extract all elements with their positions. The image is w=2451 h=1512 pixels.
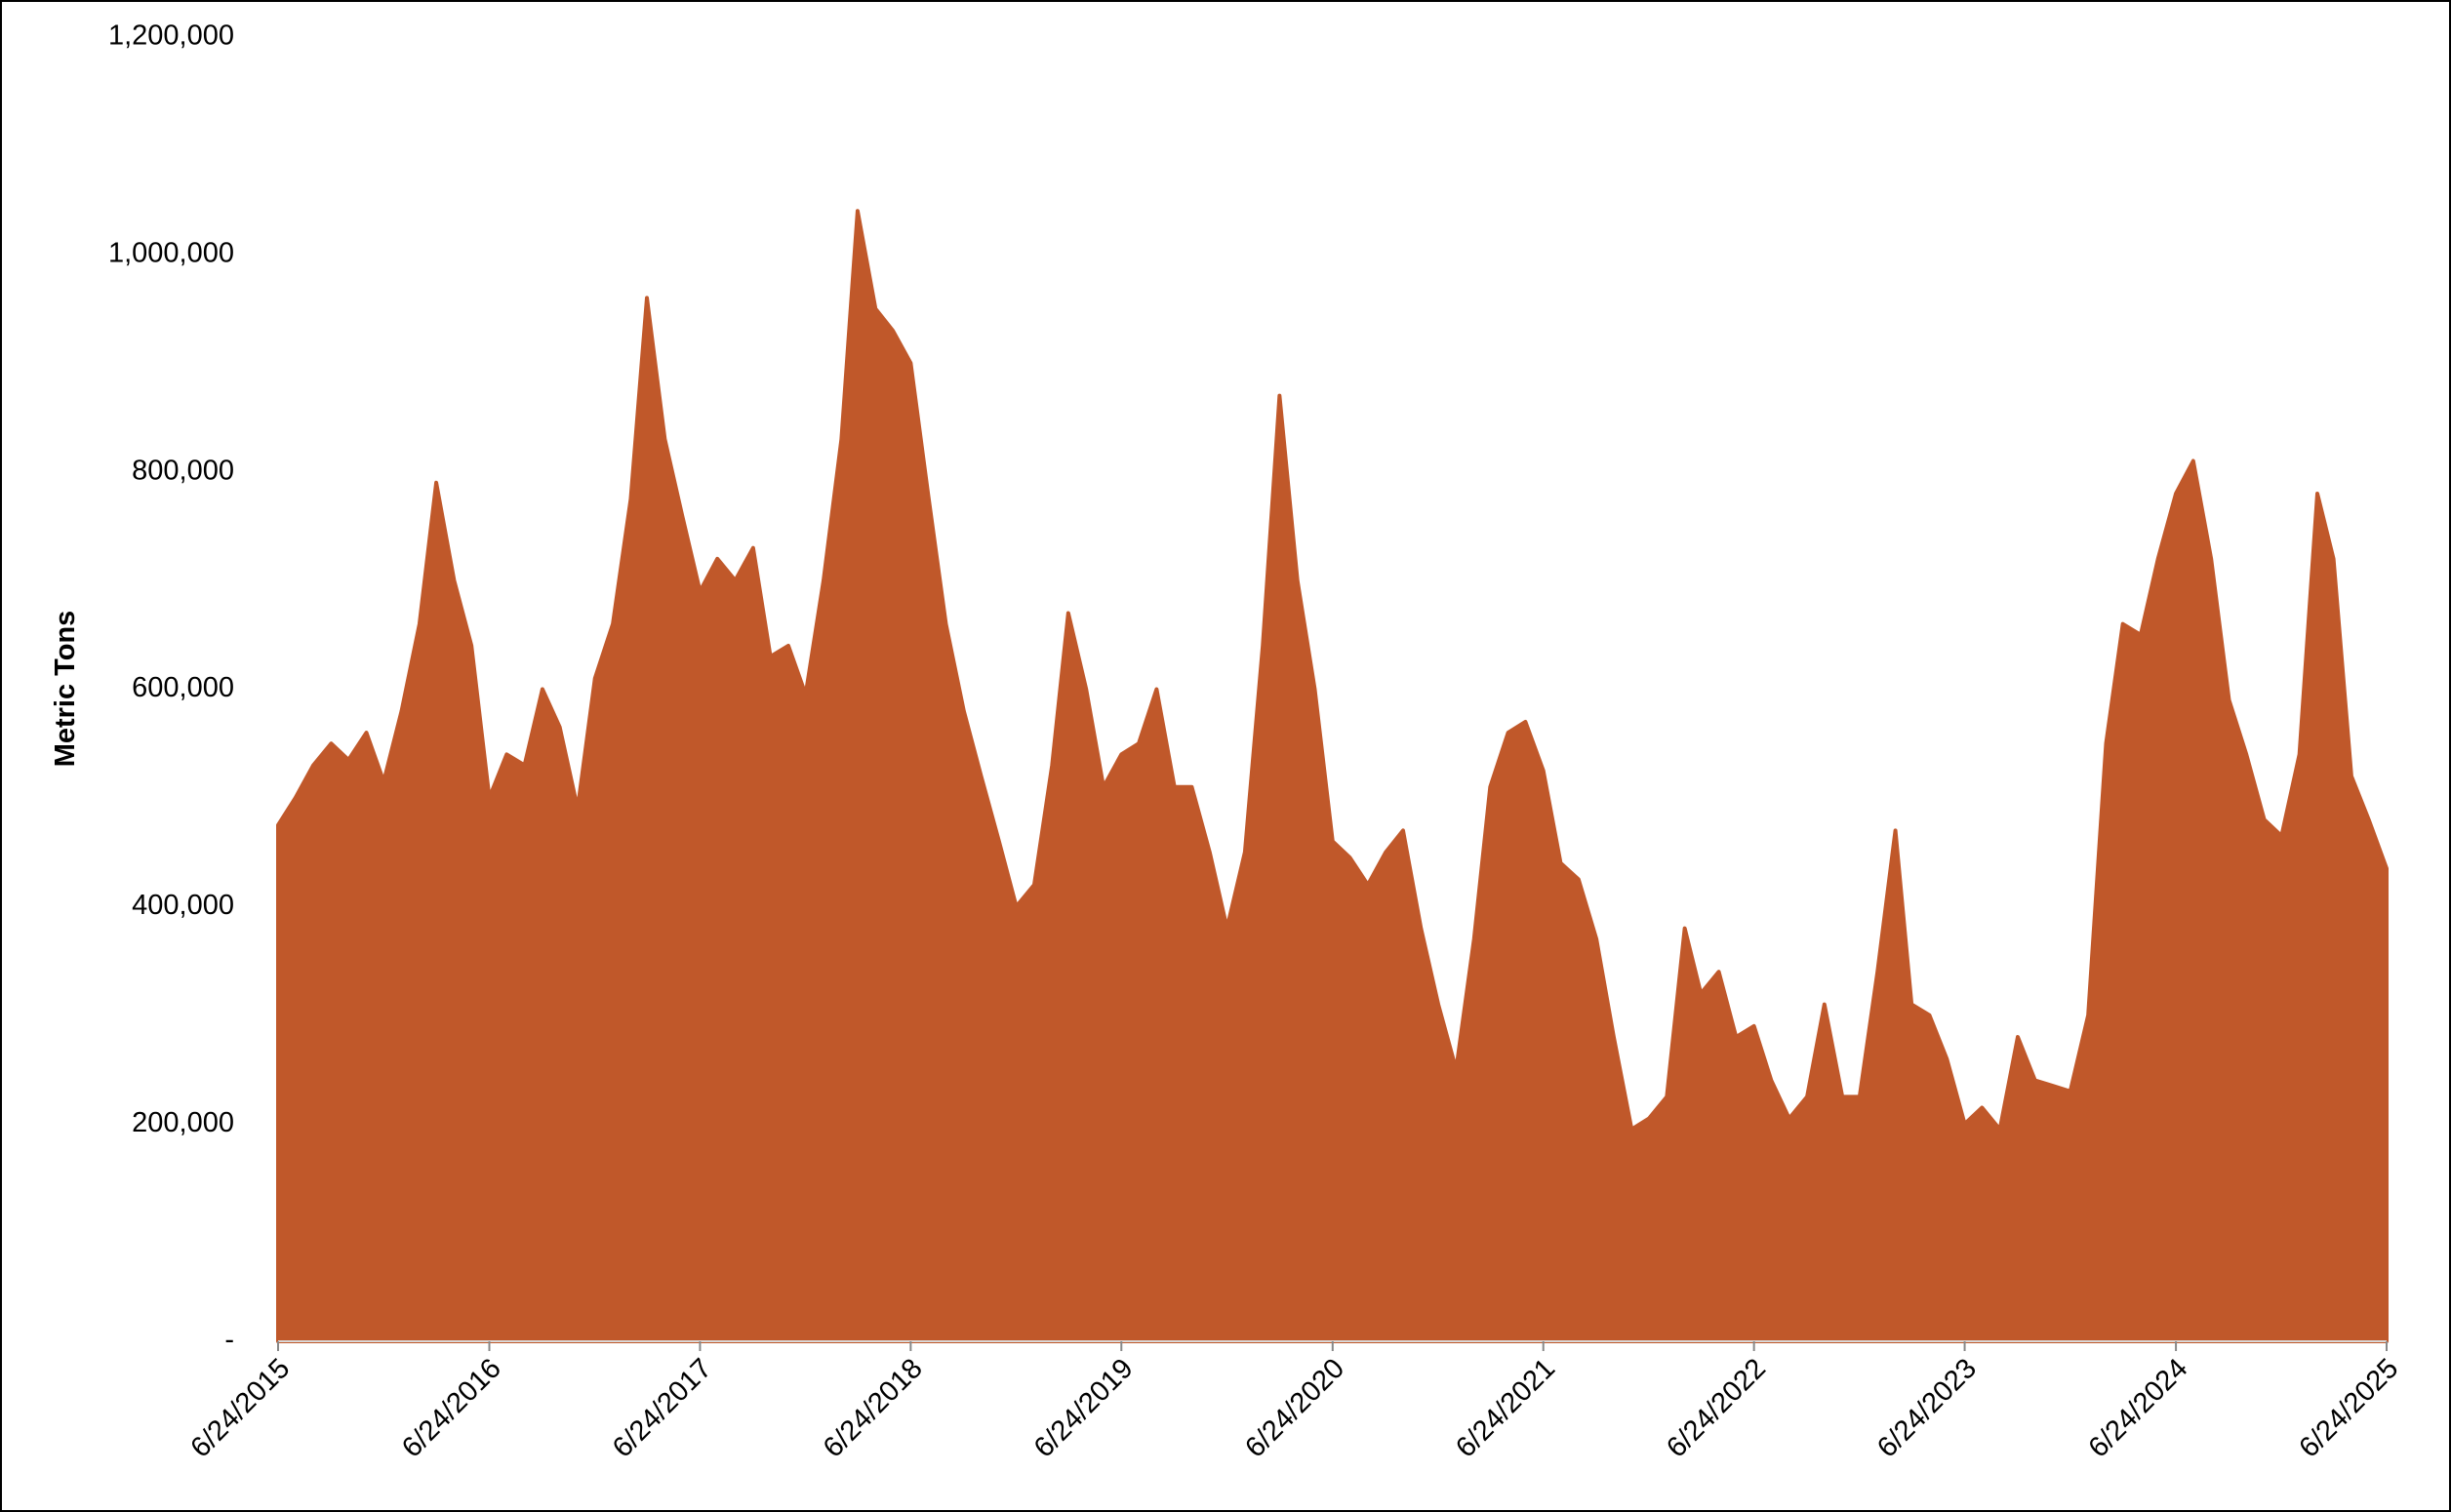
y-tick-label: 400,000 <box>132 890 234 921</box>
y-tick-label: 1,200,000 <box>108 20 234 52</box>
y-tick-label: 800,000 <box>132 455 234 486</box>
y-axis-label: Metric Tons <box>50 611 81 768</box>
y-tick-label: 200,000 <box>132 1107 234 1138</box>
area <box>276 209 2389 1343</box>
y-tick-label: - <box>224 1325 234 1356</box>
y-tick-label: 1,000,000 <box>108 237 234 268</box>
y-tick-label: 600,000 <box>132 672 234 703</box>
